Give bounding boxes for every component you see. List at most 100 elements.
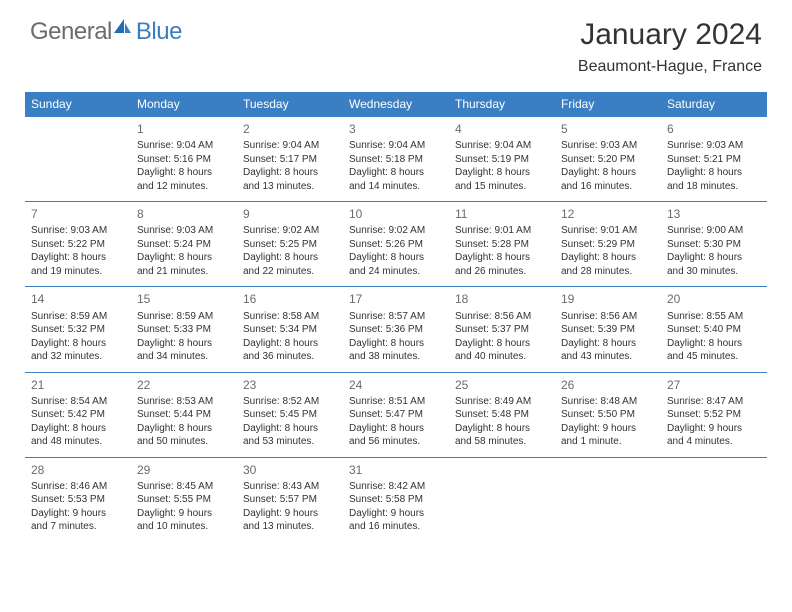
sunset-text: Sunset: 5:37 PM	[455, 323, 549, 337]
day-cell: 24Sunrise: 8:51 AMSunset: 5:47 PMDayligh…	[343, 372, 449, 457]
sunrise-text: Sunrise: 8:57 AM	[349, 310, 443, 324]
day-number: 25	[455, 377, 549, 393]
day-number: 23	[243, 377, 337, 393]
week-row: 1Sunrise: 9:04 AMSunset: 5:16 PMDaylight…	[25, 117, 767, 202]
day-cell: 10Sunrise: 9:02 AMSunset: 5:26 PMDayligh…	[343, 202, 449, 287]
daylight-text: Daylight: 8 hours and 36 minutes.	[243, 337, 337, 364]
sunrise-text: Sunrise: 8:48 AM	[561, 395, 655, 409]
day-number: 15	[137, 291, 231, 307]
sunset-text: Sunset: 5:39 PM	[561, 323, 655, 337]
sunrise-text: Sunrise: 8:56 AM	[455, 310, 549, 324]
sunset-text: Sunset: 5:20 PM	[561, 153, 655, 167]
daylight-text: Daylight: 8 hours and 15 minutes.	[455, 166, 549, 193]
day-number: 28	[31, 462, 125, 478]
sunrise-text: Sunrise: 9:02 AM	[349, 224, 443, 238]
daylight-text: Daylight: 8 hours and 30 minutes.	[667, 251, 761, 278]
day-number: 10	[349, 206, 443, 222]
daylight-text: Daylight: 9 hours and 1 minute.	[561, 422, 655, 449]
month-title: January 2024	[578, 18, 762, 52]
day-cell: 26Sunrise: 8:48 AMSunset: 5:50 PMDayligh…	[555, 372, 661, 457]
day-cell: 29Sunrise: 8:45 AMSunset: 5:55 PMDayligh…	[131, 457, 237, 542]
daylight-text: Daylight: 8 hours and 38 minutes.	[349, 337, 443, 364]
day-cell: 15Sunrise: 8:59 AMSunset: 5:33 PMDayligh…	[131, 287, 237, 372]
sunrise-text: Sunrise: 8:49 AM	[455, 395, 549, 409]
sunrise-text: Sunrise: 9:02 AM	[243, 224, 337, 238]
day-number: 6	[667, 121, 761, 137]
day-cell: 23Sunrise: 8:52 AMSunset: 5:45 PMDayligh…	[237, 372, 343, 457]
day-cell: 11Sunrise: 9:01 AMSunset: 5:28 PMDayligh…	[449, 202, 555, 287]
sunrise-text: Sunrise: 9:01 AM	[561, 224, 655, 238]
day-cell: 4 Sunrise: 9:04 AMSunset: 5:19 PMDaylight…	[449, 117, 555, 202]
sunset-text: Sunset: 5:25 PM	[243, 238, 337, 252]
sunset-text: Sunset: 5:28 PM	[455, 238, 549, 252]
day-cell: 20Sunrise: 8:55 AMSunset: 5:40 PMDayligh…	[661, 287, 767, 372]
sunset-text: Sunset: 5:18 PM	[349, 153, 443, 167]
sunrise-text: Sunrise: 8:43 AM	[243, 480, 337, 494]
day-number: 12	[561, 206, 655, 222]
sunset-text: Sunset: 5:53 PM	[31, 493, 125, 507]
logo-sail-icon	[112, 17, 132, 35]
day-number: 5	[561, 121, 655, 137]
day-number: 9	[243, 206, 337, 222]
weekday-header: Friday	[555, 92, 661, 117]
sunset-text: Sunset: 5:16 PM	[137, 153, 231, 167]
day-number: 27	[667, 377, 761, 393]
sunrise-text: Sunrise: 8:46 AM	[31, 480, 125, 494]
daylight-text: Daylight: 8 hours and 40 minutes.	[455, 337, 549, 364]
day-cell: 19Sunrise: 8:56 AMSunset: 5:39 PMDayligh…	[555, 287, 661, 372]
sunrise-text: Sunrise: 8:53 AM	[137, 395, 231, 409]
sunset-text: Sunset: 5:19 PM	[455, 153, 549, 167]
day-number: 4	[455, 121, 549, 137]
sunrise-text: Sunrise: 8:55 AM	[667, 310, 761, 324]
day-cell: 27Sunrise: 8:47 AMSunset: 5:52 PMDayligh…	[661, 372, 767, 457]
daylight-text: Daylight: 8 hours and 48 minutes.	[31, 422, 125, 449]
daylight-text: Daylight: 8 hours and 13 minutes.	[243, 166, 337, 193]
sunrise-text: Sunrise: 9:04 AM	[349, 139, 443, 153]
empty-cell	[555, 457, 661, 542]
sunset-text: Sunset: 5:52 PM	[667, 408, 761, 422]
daylight-text: Daylight: 8 hours and 45 minutes.	[667, 337, 761, 364]
day-number: 20	[667, 291, 761, 307]
sunset-text: Sunset: 5:48 PM	[455, 408, 549, 422]
sunrise-text: Sunrise: 9:04 AM	[455, 139, 549, 153]
day-cell: 30Sunrise: 8:43 AMSunset: 5:57 PMDayligh…	[237, 457, 343, 542]
daylight-text: Daylight: 8 hours and 34 minutes.	[137, 337, 231, 364]
daylight-text: Daylight: 9 hours and 7 minutes.	[31, 507, 125, 534]
weekday-header: Wednesday	[343, 92, 449, 117]
day-number: 24	[349, 377, 443, 393]
sunrise-text: Sunrise: 8:56 AM	[561, 310, 655, 324]
sunrise-text: Sunrise: 9:01 AM	[455, 224, 549, 238]
day-number: 8	[137, 206, 231, 222]
sunrise-text: Sunrise: 8:51 AM	[349, 395, 443, 409]
day-number: 21	[31, 377, 125, 393]
empty-cell	[449, 457, 555, 542]
sunrise-text: Sunrise: 9:00 AM	[667, 224, 761, 238]
daylight-text: Daylight: 8 hours and 26 minutes.	[455, 251, 549, 278]
sunrise-text: Sunrise: 8:47 AM	[667, 395, 761, 409]
day-cell: 31Sunrise: 8:42 AMSunset: 5:58 PMDayligh…	[343, 457, 449, 542]
weekday-header: Tuesday	[237, 92, 343, 117]
sunset-text: Sunset: 5:29 PM	[561, 238, 655, 252]
day-number: 18	[455, 291, 549, 307]
day-cell: 9 Sunrise: 9:02 AMSunset: 5:25 PMDaylight…	[237, 202, 343, 287]
day-number: 26	[561, 377, 655, 393]
daylight-text: Daylight: 9 hours and 13 minutes.	[243, 507, 337, 534]
sunrise-text: Sunrise: 9:04 AM	[243, 139, 337, 153]
day-cell: 2Sunrise: 9:04 AMSunset: 5:17 PMDaylight…	[237, 117, 343, 202]
sunset-text: Sunset: 5:36 PM	[349, 323, 443, 337]
sunrise-text: Sunrise: 8:42 AM	[349, 480, 443, 494]
day-cell: 12Sunrise: 9:01 AMSunset: 5:29 PMDayligh…	[555, 202, 661, 287]
sunrise-text: Sunrise: 8:59 AM	[137, 310, 231, 324]
day-cell: 17Sunrise: 8:57 AMSunset: 5:36 PMDayligh…	[343, 287, 449, 372]
daylight-text: Daylight: 8 hours and 50 minutes.	[137, 422, 231, 449]
day-number: 2	[243, 121, 337, 137]
weekday-header-row: SundayMondayTuesdayWednesdayThursdayFrid…	[25, 92, 767, 117]
sunset-text: Sunset: 5:55 PM	[137, 493, 231, 507]
logo-text-blue: Blue	[136, 18, 182, 46]
day-cell: 13Sunrise: 9:00 AMSunset: 5:30 PMDayligh…	[661, 202, 767, 287]
daylight-text: Daylight: 8 hours and 22 minutes.	[243, 251, 337, 278]
sunset-text: Sunset: 5:44 PM	[137, 408, 231, 422]
sunset-text: Sunset: 5:42 PM	[31, 408, 125, 422]
sunset-text: Sunset: 5:21 PM	[667, 153, 761, 167]
sunset-text: Sunset: 5:57 PM	[243, 493, 337, 507]
